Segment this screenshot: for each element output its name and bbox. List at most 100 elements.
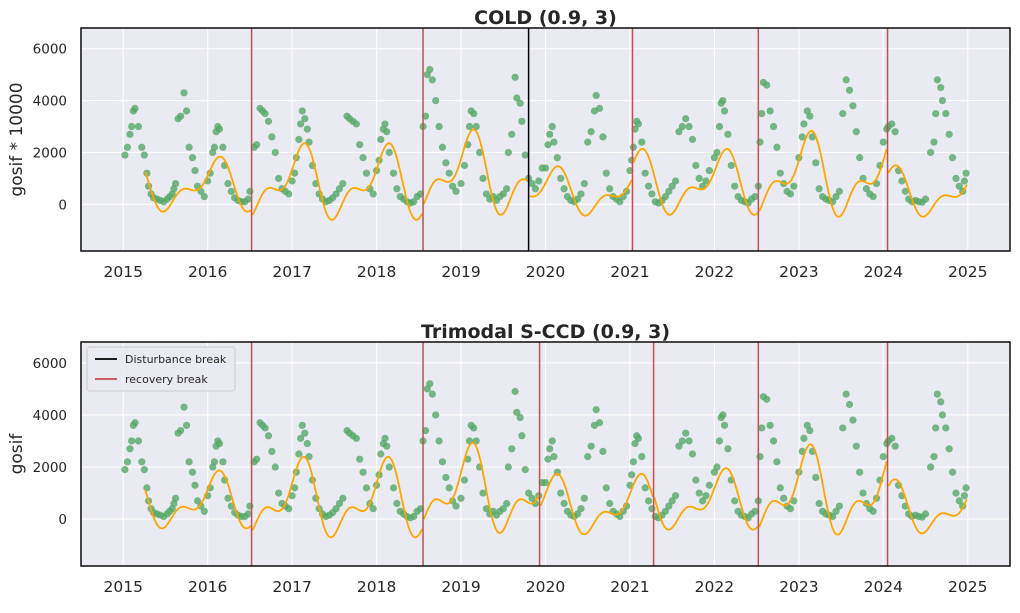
observation-point [776,484,784,492]
observation-point [511,73,519,81]
observation-point [599,133,607,141]
observation-point [143,169,151,177]
observation-point [445,169,453,177]
observation-point [921,510,930,518]
observation-point [758,109,766,118]
observation-point [945,445,953,453]
observation-point [449,182,457,190]
observation-point [210,143,219,151]
observation-point [546,130,554,138]
observation-point [888,120,896,128]
observation-point [869,192,877,201]
observation-point [602,484,610,492]
fit-line-segment [887,164,968,218]
observation-point [806,426,814,435]
observation-point [143,484,151,492]
observation-point [829,512,837,521]
observation-point [631,439,639,448]
observation-point [521,466,529,474]
x-tick-label: 2015 [104,263,143,281]
observation-point [246,187,254,195]
fit-line-segment [251,142,424,221]
observation-point [410,512,418,521]
observation-point [295,450,303,458]
plot-frame [80,341,1011,567]
observation-point [508,130,516,138]
fit-line-segment [423,128,529,216]
observation-point [452,187,460,195]
observation-point [352,434,360,442]
observation-point [479,174,487,182]
observation-point [516,99,524,107]
observation-point [303,125,311,133]
observation-point [852,442,860,450]
observation-point [134,122,143,131]
observation-point [131,419,139,427]
x-tick-label: 2015 [104,578,143,596]
observation-point [268,133,276,141]
observation-point [960,492,968,500]
observation-point [191,481,199,489]
observation-point [695,174,703,182]
observation-point [685,437,693,445]
observation-point [665,502,673,510]
observation-point [177,426,185,435]
observation-point [227,187,235,195]
observation-point [531,185,539,193]
observation-point [955,497,963,505]
observation-point [577,190,585,198]
observation-point [296,120,305,128]
fit-line-segment [144,155,252,213]
observation-point [435,437,443,445]
observation-point [393,499,401,508]
observation-point [134,437,143,445]
observation-point [377,450,385,458]
observation-point [668,497,676,505]
observation-point [952,174,960,182]
observation-point [678,122,686,131]
observation-point [224,494,232,502]
observation-point [128,122,136,131]
observation-point [692,161,700,170]
chart-title: Trimodal S-CCD (0.9, 3) [421,321,670,343]
observation-point [369,190,377,198]
observation-point [806,112,814,120]
observation-point [180,403,188,411]
observation-point [937,398,945,406]
observation-point [859,489,867,497]
observation-point [668,182,676,190]
x-tick-label: 2017 [272,578,311,596]
legend-box [86,346,236,392]
observation-point [698,497,707,505]
observation-point [271,148,279,157]
observation-point [298,421,306,429]
y-axis-label: gosif * 10000 [7,82,27,196]
observation-point [246,502,254,510]
observation-point [592,91,600,100]
observation-point [688,450,697,458]
observation-point [587,442,595,450]
observation-point [560,499,568,508]
observation-point [766,421,774,429]
observation-point [842,390,850,398]
observation-point [377,135,385,144]
observation-point [188,154,197,162]
observation-point [962,169,970,177]
observation-point [769,122,778,131]
observation-point [962,484,970,492]
observation-point [504,148,512,157]
observation-point [528,179,536,188]
observation-point [595,104,604,112]
observation-point [359,468,367,476]
observation-point [678,437,686,445]
observation-point [435,122,443,131]
observation-point [938,411,947,419]
observation-point [952,489,960,497]
observation-point [852,128,860,136]
observation-point [470,109,478,118]
observation-point [472,122,480,131]
observation-point [126,130,134,138]
observation-point [335,185,344,193]
observation-point [930,453,938,461]
